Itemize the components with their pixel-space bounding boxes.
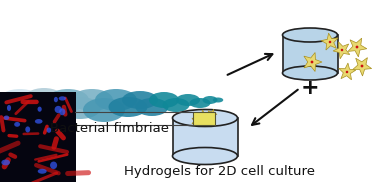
Ellipse shape	[0, 89, 41, 111]
Ellipse shape	[311, 61, 313, 63]
Ellipse shape	[54, 97, 58, 102]
Ellipse shape	[163, 98, 189, 112]
Ellipse shape	[282, 28, 338, 42]
Ellipse shape	[341, 49, 343, 51]
Polygon shape	[304, 52, 322, 72]
Ellipse shape	[346, 71, 348, 73]
Bar	[193, 112, 215, 125]
Ellipse shape	[213, 98, 223, 102]
Ellipse shape	[172, 147, 237, 165]
Ellipse shape	[108, 97, 147, 117]
Ellipse shape	[59, 108, 65, 115]
Ellipse shape	[135, 98, 169, 116]
Ellipse shape	[356, 46, 358, 48]
Ellipse shape	[329, 41, 331, 43]
Ellipse shape	[46, 128, 51, 133]
Ellipse shape	[176, 94, 200, 106]
Ellipse shape	[71, 89, 113, 111]
Polygon shape	[339, 63, 356, 80]
Ellipse shape	[37, 107, 42, 112]
Polygon shape	[192, 116, 201, 126]
Bar	[282, 35, 338, 73]
Ellipse shape	[50, 162, 57, 169]
Ellipse shape	[209, 119, 211, 121]
Text: Bacterial fimbriae: Bacterial fimbriae	[51, 122, 169, 135]
Ellipse shape	[95, 89, 137, 111]
Ellipse shape	[195, 120, 197, 122]
Ellipse shape	[59, 96, 66, 101]
Polygon shape	[321, 33, 338, 50]
Ellipse shape	[122, 91, 158, 109]
Ellipse shape	[14, 122, 20, 127]
Ellipse shape	[83, 98, 125, 122]
Ellipse shape	[4, 116, 9, 120]
Ellipse shape	[35, 98, 77, 122]
Ellipse shape	[189, 98, 211, 108]
Polygon shape	[348, 38, 367, 57]
Ellipse shape	[7, 105, 11, 111]
Polygon shape	[333, 42, 350, 59]
Ellipse shape	[149, 92, 179, 108]
Polygon shape	[198, 110, 208, 119]
Ellipse shape	[211, 113, 213, 115]
Ellipse shape	[38, 169, 46, 174]
Bar	[0, 92, 76, 182]
Polygon shape	[208, 109, 217, 119]
Ellipse shape	[2, 160, 10, 165]
Ellipse shape	[47, 89, 89, 111]
Ellipse shape	[35, 119, 43, 124]
Text: +: +	[301, 78, 319, 98]
Polygon shape	[353, 58, 372, 76]
Ellipse shape	[59, 97, 101, 119]
Ellipse shape	[202, 114, 204, 116]
Ellipse shape	[361, 65, 363, 67]
Polygon shape	[205, 116, 215, 125]
Ellipse shape	[282, 66, 338, 80]
Ellipse shape	[203, 96, 217, 104]
Ellipse shape	[54, 106, 62, 113]
Ellipse shape	[11, 96, 53, 120]
Text: Hydrogels for 2D cell culture: Hydrogels for 2D cell culture	[124, 165, 316, 178]
Bar	[172, 118, 237, 156]
Ellipse shape	[172, 110, 237, 126]
Ellipse shape	[23, 88, 65, 112]
Ellipse shape	[25, 126, 30, 132]
